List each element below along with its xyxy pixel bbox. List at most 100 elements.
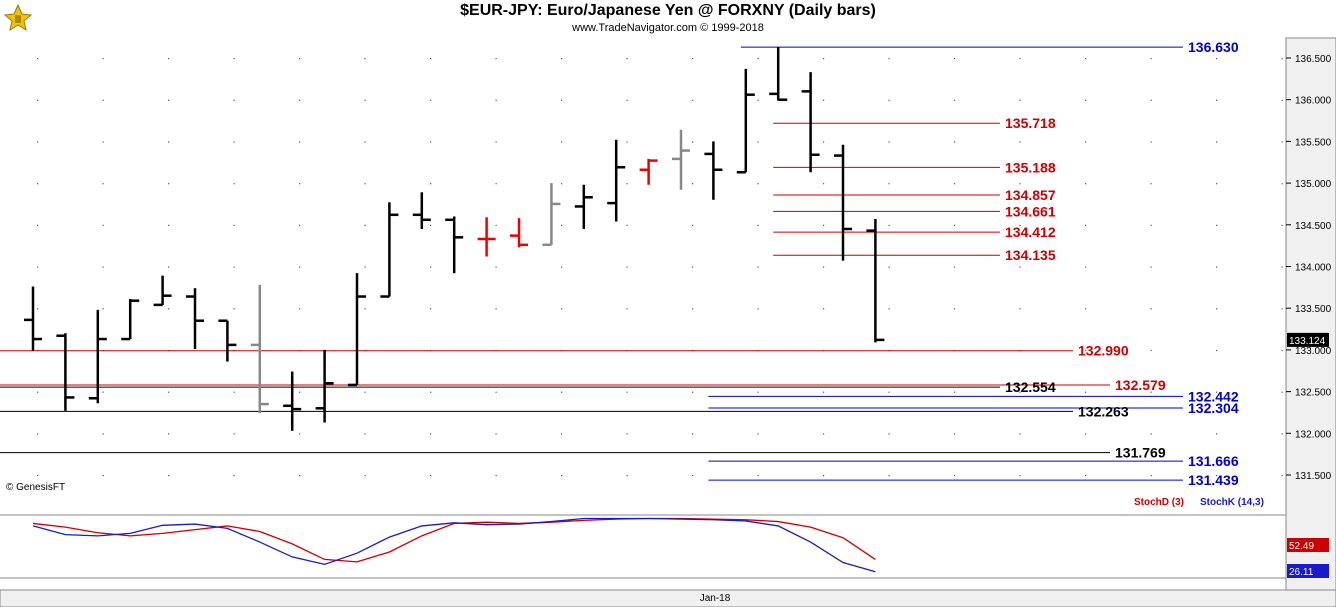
grid-dot <box>1150 183 1152 185</box>
stoch-value-label: 26.11 <box>1289 567 1314 578</box>
level-label: 131.666 <box>1188 453 1239 469</box>
grid-dot <box>757 99 759 101</box>
level-label: 132.263 <box>1078 403 1129 419</box>
grid-dot <box>888 183 890 185</box>
grid-dot <box>168 58 170 60</box>
grid-dot <box>954 58 956 60</box>
level-label: 132.990 <box>1078 343 1129 359</box>
grid-dot <box>37 58 39 60</box>
grid-dot <box>1281 308 1283 310</box>
grid-dot <box>430 475 432 477</box>
grid-dot <box>299 433 301 435</box>
grid-dot <box>364 475 366 477</box>
grid-dot <box>233 308 235 310</box>
price-panel-bg <box>0 38 1286 504</box>
grid-dot <box>823 433 825 435</box>
grid-dot <box>888 475 890 477</box>
grid-dot <box>430 391 432 393</box>
level-label: 134.412 <box>1005 224 1056 240</box>
grid-dot <box>561 99 563 101</box>
grid-dot <box>430 433 432 435</box>
grid-dot <box>1085 99 1087 101</box>
grid-dot <box>1150 475 1152 477</box>
grid-dot <box>757 475 759 477</box>
grid-dot <box>430 224 432 226</box>
grid-dot <box>823 391 825 393</box>
grid-dot <box>1281 224 1283 226</box>
level-label: 132.442 <box>1188 388 1239 404</box>
grid-dot <box>299 183 301 185</box>
grid-dot <box>1150 224 1152 226</box>
grid-dot <box>102 433 104 435</box>
grid-dot <box>299 141 301 143</box>
y-tick-label: 136.000 <box>1295 96 1332 107</box>
grid-dot <box>1150 99 1152 101</box>
y-tick-label: 135.000 <box>1295 179 1332 190</box>
y-tick-label: 133.000 <box>1295 346 1332 357</box>
grid-dot <box>1150 391 1152 393</box>
grid-dot <box>495 391 497 393</box>
grid-dot <box>888 141 890 143</box>
grid-dot <box>299 308 301 310</box>
grid-dot <box>561 183 563 185</box>
grid-dot <box>757 391 759 393</box>
grid-dot <box>1085 224 1087 226</box>
stoch-value-tag <box>1287 564 1329 578</box>
grid-dot <box>692 391 694 393</box>
grid-dot <box>757 433 759 435</box>
grid-dot <box>233 391 235 393</box>
y-axis-bg <box>1285 37 1336 591</box>
grid-dot <box>1216 99 1218 101</box>
grid-dot <box>1019 308 1021 310</box>
grid-dot <box>626 224 628 226</box>
grid-dot <box>430 266 432 268</box>
grid-dot <box>954 308 956 310</box>
level-label: 132.554 <box>1005 379 1056 395</box>
grid-dot <box>823 99 825 101</box>
grid-dot <box>1216 391 1218 393</box>
stoch-legend-label: StochK (14,3) <box>1200 497 1264 508</box>
grid-dot <box>495 183 497 185</box>
y-tick-label: 134.000 <box>1295 263 1332 274</box>
grid-dot <box>233 58 235 60</box>
grid-dot <box>495 224 497 226</box>
grid-dot <box>102 475 104 477</box>
grid-dot <box>954 266 956 268</box>
grid-dot <box>1085 308 1087 310</box>
grid-dot <box>102 391 104 393</box>
grid-dot <box>1281 58 1283 60</box>
grid-dot <box>888 433 890 435</box>
grid-dot <box>37 224 39 226</box>
level-label: 134.135 <box>1005 247 1056 263</box>
grid-dot <box>37 99 39 101</box>
y-tick-label: 131.500 <box>1295 471 1332 482</box>
grid-dot <box>364 391 366 393</box>
grid-dot <box>299 266 301 268</box>
grid-dot <box>364 433 366 435</box>
grid-dot <box>626 58 628 60</box>
grid-dot <box>37 433 39 435</box>
y-tick-label: 135.500 <box>1295 137 1332 148</box>
grid-dot <box>495 141 497 143</box>
grid-dot <box>102 266 104 268</box>
grid-dot <box>954 433 956 435</box>
grid-dot <box>299 391 301 393</box>
grid-dot <box>954 99 956 101</box>
grid-dot <box>364 224 366 226</box>
grid-dot <box>692 58 694 60</box>
grid-dot <box>561 266 563 268</box>
grid-dot <box>561 308 563 310</box>
y-tick-label: 133.500 <box>1295 304 1332 315</box>
grid-dot <box>1281 433 1283 435</box>
chart-title: $EUR-JPY: Euro/Japanese Yen @ FORXNY (Da… <box>460 2 876 19</box>
level-label: 134.857 <box>1005 187 1056 203</box>
grid-dot <box>1019 433 1021 435</box>
grid-dot <box>1085 475 1087 477</box>
grid-dot <box>299 475 301 477</box>
grid-dot <box>626 183 628 185</box>
grid-dot <box>364 183 366 185</box>
copyright-label: © GenesisFT <box>6 482 66 493</box>
grid-dot <box>757 58 759 60</box>
